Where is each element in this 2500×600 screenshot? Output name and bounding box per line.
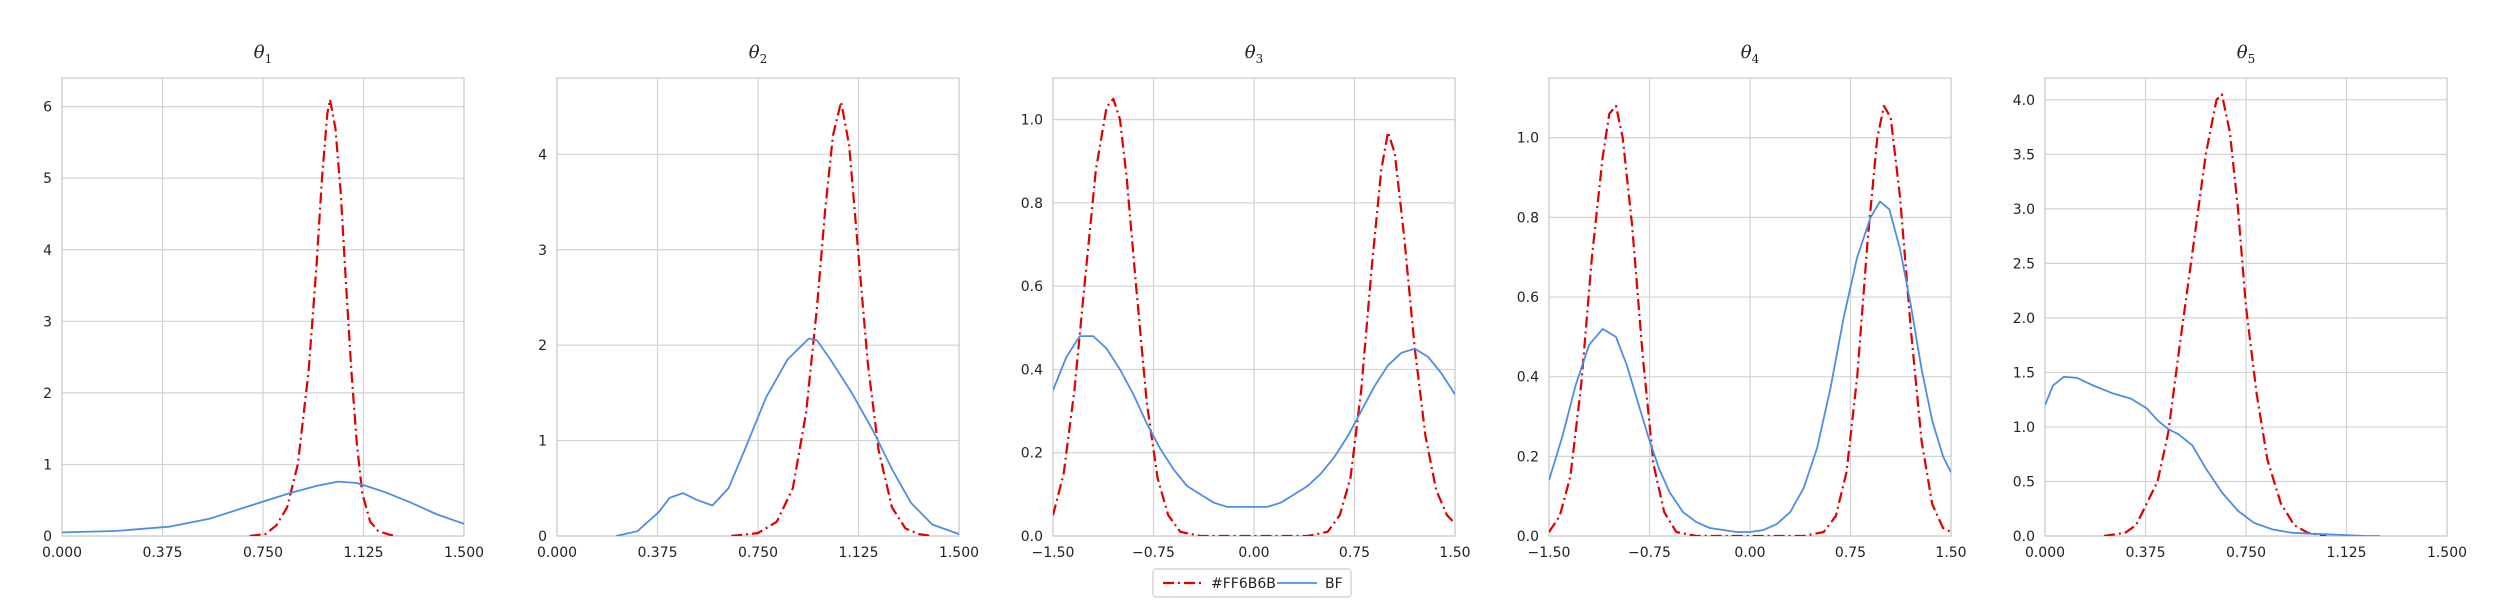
- series-line-ff6b6b: [1053, 97, 1455, 536]
- y-tick-label: 5: [43, 171, 52, 187]
- y-tick-label: 0.0: [2013, 529, 2035, 545]
- x-tick-label: 0.750: [243, 545, 283, 561]
- y-tick-label: 0.6: [1021, 279, 1043, 295]
- y-tick-label: 2: [538, 338, 547, 354]
- y-tick-label: 3.0: [2013, 202, 2035, 218]
- y-tick-label: 0.2: [1517, 449, 1539, 465]
- y-tick-label: 0.4: [1021, 362, 1043, 378]
- x-tick-label: −1.50: [1032, 545, 1075, 561]
- panel-title: θ5: [2237, 42, 2255, 66]
- y-tick-label: 4: [538, 147, 547, 163]
- y-tick-label: 4: [43, 243, 52, 259]
- panel-theta-4: −1.50 −0.75 0.00 0.75 1.50 0.0 0.2 0.4 0.6 0.8 1.0…: [1517, 42, 1967, 561]
- series-line-bf: [2045, 375, 2380, 536]
- y-tick-label: 4.0: [2013, 93, 2035, 109]
- x-tick-label: 0.00: [1734, 545, 1765, 561]
- y-tick-label: 2: [43, 386, 52, 402]
- legend-label-bf: BF: [1325, 576, 1343, 592]
- y-tick-label: 2.5: [2013, 256, 2035, 272]
- series-line-ff6b6b: [1549, 104, 1951, 536]
- series-line-bf: [1053, 335, 1455, 508]
- x-tick-label: −0.75: [1628, 545, 1671, 561]
- y-tick-label: 3.5: [2013, 147, 2035, 163]
- y-tick-label: 0.8: [1021, 196, 1043, 212]
- x-tick-label: 0.375: [637, 545, 677, 561]
- x-tick-label: 0.000: [537, 545, 577, 561]
- panel-title: θ4: [1741, 42, 1760, 66]
- panel-theta-5: 0.000 0.375 0.750 1.125 1.500 0.0 0.5 1.0 1.5 2.0…: [2013, 42, 2467, 561]
- series-line-ff6b6b: [731, 100, 933, 536]
- x-tick-label: 0.375: [2125, 545, 2165, 561]
- legend-label-ff6b6b: #FF6B6B: [1211, 576, 1276, 592]
- panel-title: θ1: [254, 42, 272, 66]
- y-tick-label: 0: [538, 529, 547, 545]
- series-line-bf: [1549, 200, 1951, 533]
- y-tick-label: 1.0: [1021, 113, 1043, 129]
- x-tick-label: 1.500: [444, 545, 484, 561]
- y-tick-label: 3: [43, 314, 52, 330]
- plot-frame: [556, 77, 960, 537]
- x-tick-label: 0.00: [1238, 545, 1269, 561]
- y-tick-label: 0.2: [1021, 446, 1043, 462]
- x-tick-label: 0.750: [2226, 545, 2266, 561]
- panel-theta-1: 0.000 0.375 0.750 1.125 1.500 0 1 2 3 4 5 6 θ1: [42, 42, 484, 561]
- series-line-bf: [62, 480, 464, 534]
- x-tick-label: −1.50: [1528, 545, 1571, 561]
- x-tick-label: 1.50: [1935, 545, 1966, 561]
- y-tick-label: 0.0: [1517, 529, 1539, 545]
- y-tick-label: 2.0: [2013, 311, 2035, 327]
- y-tick-label: 1: [538, 434, 547, 450]
- x-tick-label: 1.500: [939, 545, 979, 561]
- x-tick-label: 0.000: [42, 545, 82, 561]
- x-tick-label: 0.000: [2025, 545, 2065, 561]
- plot-frame: [1548, 77, 1952, 537]
- plot-frame: [1052, 77, 1456, 537]
- plot-frame: [61, 77, 465, 537]
- series-line-ff6b6b: [249, 98, 398, 536]
- panel-title: θ3: [1245, 42, 1263, 66]
- x-tick-label: 1.125: [2326, 545, 2366, 561]
- x-tick-label: 0.75: [1835, 545, 1866, 561]
- x-tick-label: 1.50: [1439, 545, 1470, 561]
- panel-theta-2: 0.000 0.375 0.750 1.125 1.500 0 1 2 3 4 θ2: [537, 42, 979, 561]
- series-line-ff6b6b: [2103, 93, 2327, 536]
- y-tick-label: 0.0: [1021, 529, 1043, 545]
- series-line-bf: [615, 337, 959, 536]
- x-tick-label: 1.125: [343, 545, 383, 561]
- legend-box: [1152, 568, 1352, 598]
- x-tick-label: −0.75: [1132, 545, 1175, 561]
- y-tick-label: 1.0: [1517, 131, 1539, 147]
- y-tick-label: 1: [43, 457, 52, 473]
- plot-frame: [2044, 77, 2448, 537]
- y-tick-label: 0.8: [1517, 210, 1539, 226]
- y-tick-label: 1.0: [2013, 420, 2035, 436]
- y-tick-label: 0.5: [2013, 474, 2035, 490]
- x-tick-label: 1.125: [838, 545, 878, 561]
- x-tick-label: 0.75: [1339, 545, 1370, 561]
- y-tick-label: 0: [43, 529, 52, 545]
- y-tick-label: 1.5: [2013, 365, 2035, 381]
- y-tick-label: 0.4: [1517, 370, 1539, 386]
- legend: #FF6B6B BF: [1152, 568, 1352, 598]
- y-tick-label: 0.6: [1517, 290, 1539, 306]
- y-tick-label: 6: [43, 100, 52, 116]
- y-tick-label: 3: [538, 243, 547, 259]
- x-tick-label: 0.750: [738, 545, 778, 561]
- panel-title: θ2: [749, 42, 767, 66]
- panel-theta-3: −1.50 −0.75 0.00 0.75 1.50 0.0 0.2 0.4 0.6 0.8 1.0…: [1021, 42, 1471, 561]
- x-tick-label: 1.500: [2427, 545, 2467, 561]
- x-tick-label: 0.375: [142, 545, 182, 561]
